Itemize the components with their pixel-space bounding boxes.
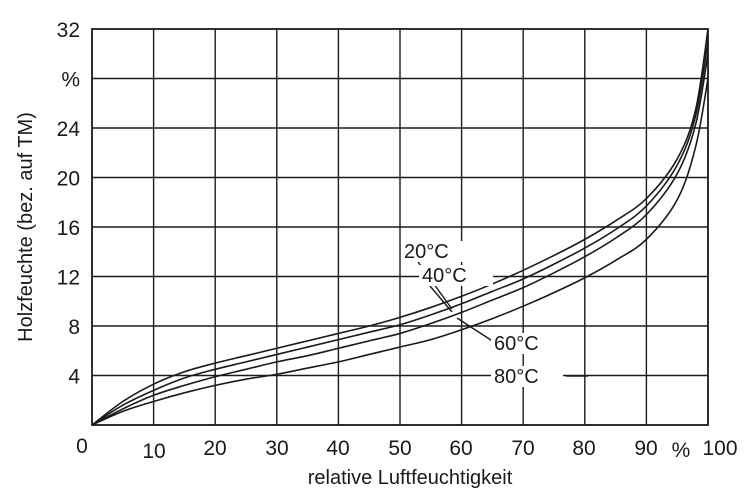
- series-label-bg: [491, 333, 565, 354]
- x-tick-label: 70: [511, 437, 534, 460]
- x-tick-label: 10: [142, 440, 165, 463]
- y-tick-label: 4: [68, 366, 80, 389]
- x-axis-title: relative Luftfeuchtigkeit: [308, 467, 513, 489]
- series-label-bg: [491, 366, 563, 387]
- series-leader-3: [456, 317, 495, 343]
- series-label-1: 20°C: [404, 241, 449, 263]
- series-label-bg: [401, 241, 475, 262]
- y-tick-label: 20: [57, 168, 80, 191]
- x-tick-label: 80: [572, 437, 595, 460]
- tick-labels: 4 8 12 16 20 24 32% 0 10 20 30 40 50 60 70 80 90 100%: [57, 19, 738, 463]
- series-labels: 20°C40°C 60°C 80°C: [401, 241, 565, 388]
- series-curves: [92, 29, 708, 425]
- series-curve-1: [92, 29, 708, 425]
- y-tick-label: 32: [57, 19, 80, 42]
- plot-frame: [91, 28, 709, 426]
- x-tick-label: 90: [634, 437, 657, 460]
- series-curve-4: [92, 78, 708, 425]
- y-axis-title: Holzfeuchte (bez. auf TM): [15, 112, 37, 342]
- series-leader-2: [429, 285, 453, 313]
- x-tick-label: 20: [203, 437, 226, 460]
- x-tick-label: 50: [388, 437, 411, 460]
- x-tick-label: 100: [702, 437, 737, 460]
- x-tick-label: 30: [265, 437, 288, 460]
- series-label-4: 80°C: [494, 366, 539, 388]
- series-label-2: 40°C: [422, 265, 467, 287]
- y-unit-label: %: [61, 69, 80, 92]
- series-curve-3: [92, 53, 708, 425]
- y-tick-label: 8: [68, 316, 80, 339]
- x-tick-label: 60: [449, 437, 472, 460]
- y-tick-label: 24: [57, 118, 81, 141]
- grid-lines: [92, 29, 708, 425]
- x-tick-label: 40: [326, 437, 349, 460]
- series-curve-2: [92, 41, 708, 425]
- y-tick-label: 16: [57, 217, 80, 240]
- y-tick-label: 12: [57, 267, 80, 290]
- x-tick-label: 0: [76, 435, 88, 458]
- series-label-bg: [419, 265, 493, 286]
- series-label-3: 60°C: [494, 333, 539, 355]
- x-unit-label: %: [672, 439, 691, 462]
